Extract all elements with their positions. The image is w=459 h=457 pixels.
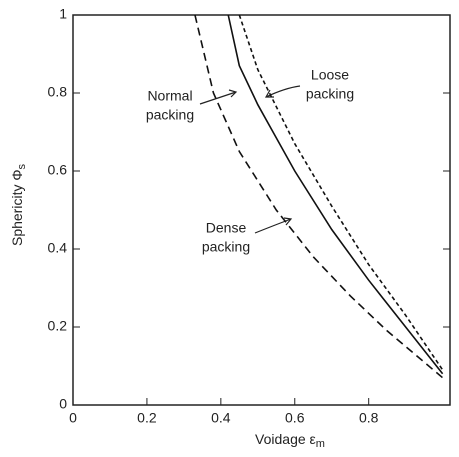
y-tick-label: 1 [59,6,67,22]
y-axis-label-text: Sphericity Φ [9,169,25,246]
x-tick-label: 0.6 [285,410,305,426]
chart: 0 0.2 0.4 0.6 0.8 0 0.2 0.4 0.6 0.8 1 Voidage εm Sph… [0,0,459,457]
annotation: packing [306,86,354,102]
x-tick-label: 0.2 [137,410,157,426]
x-tick-label: 0.8 [359,410,379,426]
y-tick-label: 0.8 [48,84,68,100]
x-axis-label-text: Voidage ε [255,431,316,447]
annotation: Dense [206,220,247,236]
y-axis-label-sub: s [16,163,28,169]
annotation: packing [146,107,194,123]
annotation-arrow [255,218,291,233]
x-tick-label: 0 [69,410,77,426]
x-axis-label: Voidage εm [255,431,325,450]
plot-frame [73,15,450,405]
y-tick-label: 0.6 [48,162,68,178]
annotation: Normal [147,88,192,104]
annotation: packing [202,239,250,255]
annotation: Loose [311,67,349,83]
y-tick-label: 0 [59,396,67,412]
x-tick-label: 0.4 [211,410,231,426]
y-axis-label: Sphericity Φs [9,163,28,246]
y-tick-label: 0.2 [48,318,68,334]
x-axis-label-sub: m [316,438,325,450]
annotation-arrow [200,90,236,104]
y-tick-label: 0.4 [48,240,68,256]
